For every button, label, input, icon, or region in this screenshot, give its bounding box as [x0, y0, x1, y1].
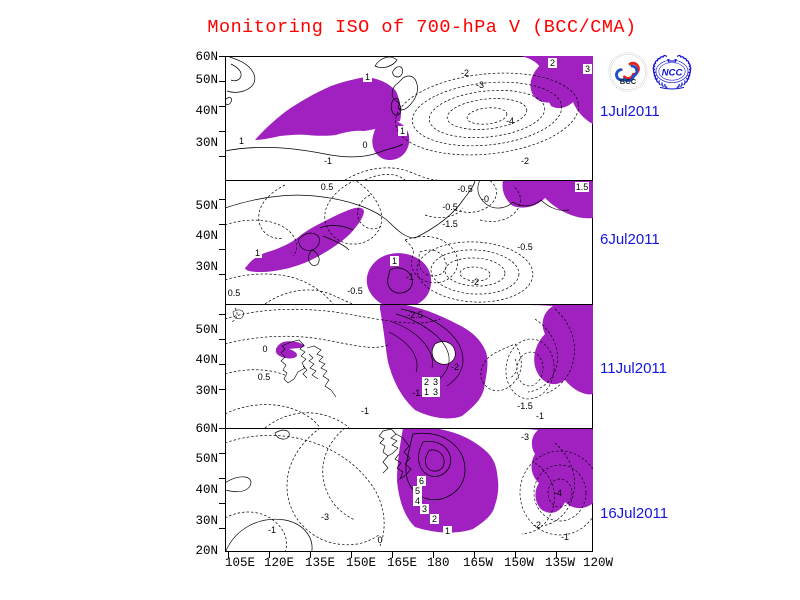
- svg-text:NCC: NCC: [662, 67, 684, 78]
- svg-text:-1.5: -1.5: [442, 219, 458, 229]
- svg-text:0.5: 0.5: [258, 372, 271, 382]
- svg-text:4: 4: [415, 496, 420, 506]
- svg-text:2: 2: [424, 377, 429, 387]
- svg-text:-2.5: -2.5: [407, 310, 423, 320]
- svg-text:5: 5: [415, 486, 420, 496]
- svg-text:-4: -4: [554, 488, 562, 498]
- svg-text:-3: -3: [521, 432, 529, 442]
- svg-text:-1: -1: [268, 525, 276, 535]
- svg-text:-0.5: -0.5: [517, 242, 533, 252]
- svg-text:-0: -0: [481, 194, 489, 204]
- svg-text:-0.5: -0.5: [347, 286, 363, 296]
- svg-text:-0.5: -0.5: [442, 202, 458, 212]
- svg-text:1: 1: [424, 387, 429, 397]
- svg-text:-3: -3: [321, 512, 329, 522]
- svg-text:-1: -1: [324, 156, 332, 166]
- svg-text:-1: -1: [406, 272, 414, 282]
- svg-text:1: 1: [365, 72, 370, 82]
- svg-text:-1: -1: [536, 411, 544, 421]
- svg-text:-0.5: -0.5: [457, 184, 473, 194]
- svg-text:-2: -2: [451, 362, 459, 372]
- svg-text:-2: -2: [533, 520, 541, 530]
- svg-text:3: 3: [422, 504, 427, 514]
- svg-text:1: 1: [392, 256, 397, 266]
- svg-text:1: 1: [445, 526, 450, 536]
- svg-text:1: 1: [255, 248, 260, 258]
- svg-text:3: 3: [433, 387, 438, 397]
- svg-text:0.5: 0.5: [228, 288, 241, 298]
- svg-text:-2: -2: [521, 156, 529, 166]
- svg-text:-3: -3: [476, 80, 484, 90]
- svg-text:-1: -1: [561, 532, 569, 542]
- svg-text:-4: -4: [506, 116, 514, 126]
- svg-text:2: 2: [550, 58, 555, 68]
- svg-text:2: 2: [432, 514, 437, 524]
- svg-text:0: 0: [262, 344, 267, 354]
- svg-text:-1.5: -1.5: [517, 401, 533, 411]
- svg-text:1: 1: [239, 136, 244, 146]
- svg-text:3: 3: [585, 64, 590, 74]
- svg-text:0.5: 0.5: [321, 182, 334, 192]
- svg-text:6: 6: [419, 476, 424, 486]
- svg-text:3: 3: [433, 377, 438, 387]
- svg-text:1.5: 1.5: [576, 182, 589, 192]
- svg-text:-2: -2: [461, 68, 469, 78]
- svg-text:0: 0: [377, 535, 382, 545]
- svg-text:BCC: BCC: [620, 77, 637, 86]
- svg-text:0: 0: [362, 140, 367, 150]
- svg-text:-2: -2: [471, 277, 479, 287]
- svg-text:-1: -1: [361, 406, 369, 416]
- svg-text:1: 1: [400, 126, 405, 136]
